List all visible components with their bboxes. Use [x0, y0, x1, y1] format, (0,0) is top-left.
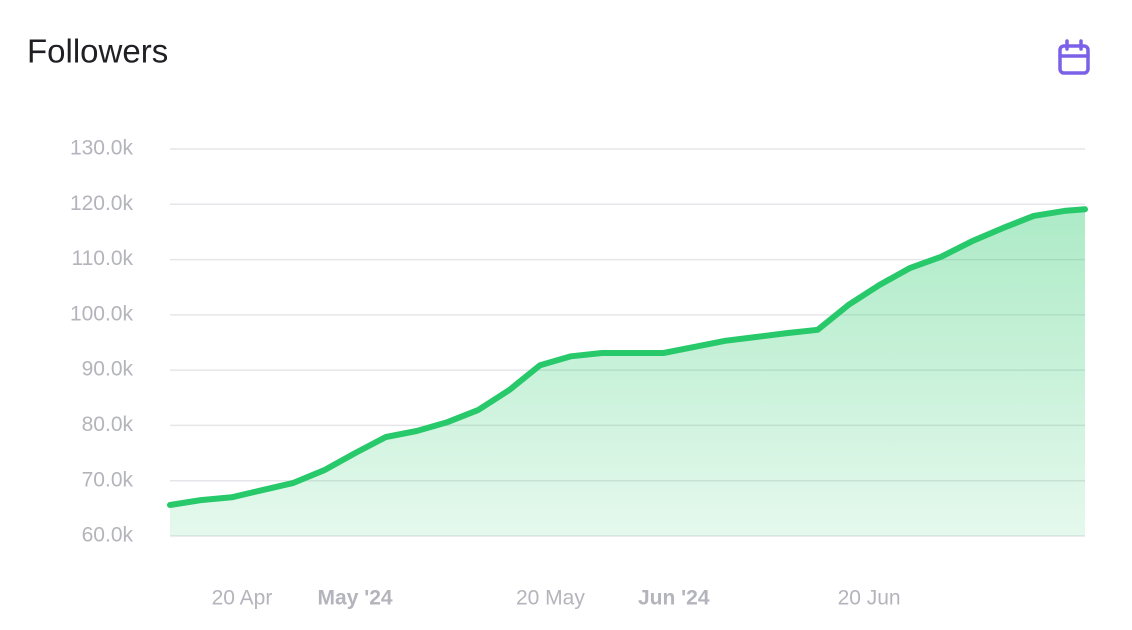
line [167, 206, 1088, 508]
y-tick-label: 100.0k [70, 302, 134, 325]
x-tick-label: 20 Apr [212, 587, 273, 610]
y-tick-label: 120.0k [70, 192, 134, 215]
x-tick-label: 20 Jun [838, 587, 901, 610]
x-tick-label: May '24 [318, 587, 393, 610]
y-tick-label: 80.0k [82, 413, 134, 436]
y-tick-label: 110.0k [72, 247, 134, 270]
y-tick-label: 70.0k [82, 468, 134, 491]
x-tick-label: Jun '24 [638, 587, 710, 610]
y-tick-label: 130.0k [70, 137, 134, 160]
chart-title: Followers [27, 33, 168, 70]
x-tick-label: 20 May [516, 587, 585, 610]
y-tick-label: 90.0k [82, 358, 134, 381]
calendar-button[interactable] [1058, 39, 1090, 75]
y-tick-label: 60.0k [82, 524, 134, 547]
area-fill [170, 209, 1085, 537]
